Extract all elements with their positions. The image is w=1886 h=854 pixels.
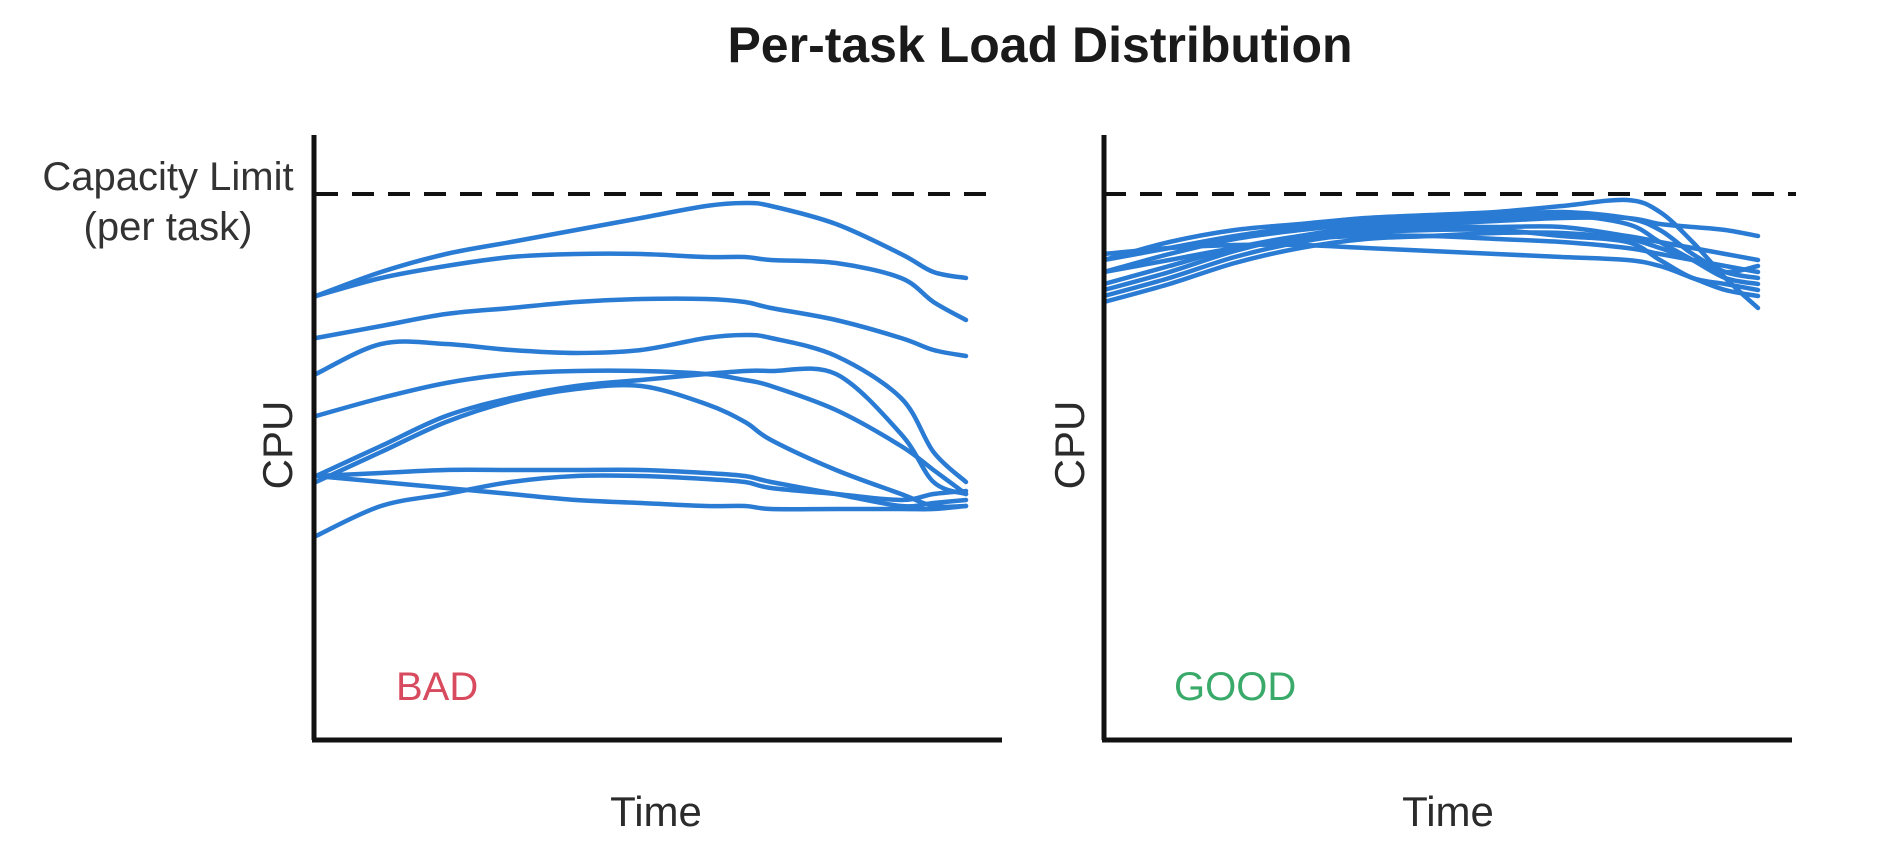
capacity-limit-sublabel: (per task) <box>84 205 253 249</box>
x-axis-label-right: Time <box>1402 788 1494 835</box>
y-axis-label: CPU <box>254 401 301 490</box>
bad-series-lines <box>313 200 969 539</box>
bad-tag: BAD <box>396 665 478 709</box>
good-series-line-8 <box>1101 242 1761 299</box>
chart-title: Per-task Load Distribution <box>727 17 1352 73</box>
panel-good: CPU Time GOOD <box>1046 135 1796 835</box>
x-axis-label: Time <box>610 788 702 835</box>
bad-series-line-7 <box>313 366 969 497</box>
panel-bad: CPU Time BAD <box>254 135 1002 835</box>
good-series-lines <box>1101 197 1761 311</box>
bad-series-line-9 <box>313 473 969 539</box>
good-tag: GOOD <box>1174 665 1296 709</box>
y-axis-label-right: CPU <box>1046 401 1093 490</box>
bad-series-line-10 <box>313 473 969 512</box>
good-series-line-1 <box>1101 197 1761 311</box>
bad-series-line-6 <box>313 382 969 510</box>
good-series-line-2 <box>1101 209 1761 281</box>
bad-series-line-8 <box>313 467 969 509</box>
bad-series-line-2 <box>313 251 969 323</box>
bad-series-line-3 <box>313 296 969 359</box>
capacity-limit-label: Capacity Limit <box>42 155 293 199</box>
good-series-line-7 <box>1101 233 1761 275</box>
bad-series-line-1 <box>313 200 969 299</box>
good-series-line-9 <box>1101 215 1761 293</box>
bad-series-line-4 <box>313 332 969 485</box>
